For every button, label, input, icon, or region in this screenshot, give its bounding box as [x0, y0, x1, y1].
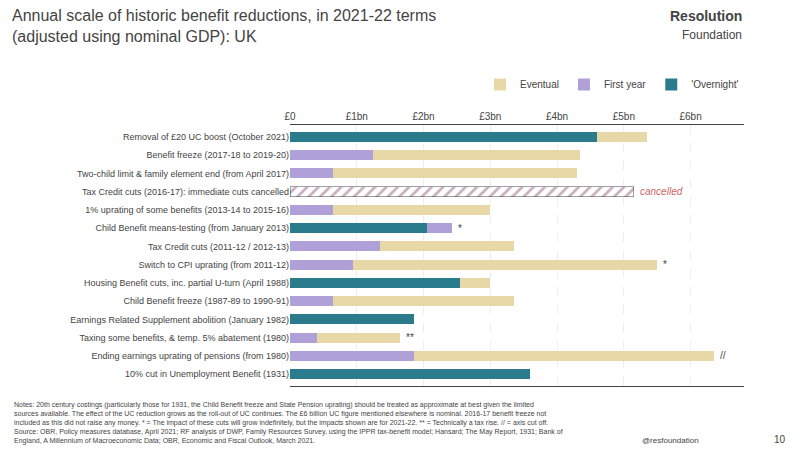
svg-text:Tax Credit cuts (2016-17): imm: Tax Credit cuts (2016-17): immediate cut… — [82, 187, 289, 197]
svg-text:Resolution: Resolution — [670, 8, 742, 24]
svg-text:Removal of £20 UC boost (Octob: Removal of £20 UC boost (October 2021) — [123, 132, 289, 142]
svg-text:Housing Benefit cuts, inc. par: Housing Benefit cuts, inc. partial U-tur… — [84, 278, 289, 288]
svg-text:*: * — [663, 259, 667, 270]
svg-text:Eventual: Eventual — [520, 79, 559, 90]
svg-text:cancelled: cancelled — [640, 186, 683, 197]
svg-text:Ending earnings uprating of pe: Ending earnings uprating of pensions (fr… — [91, 351, 289, 361]
svg-text:**: ** — [406, 332, 414, 343]
svg-text:£6bn: £6bn — [679, 111, 701, 122]
svg-text:£5bn: £5bn — [613, 111, 635, 122]
svg-text:First year: First year — [604, 79, 646, 90]
svg-text:Earnings Related Supplement ab: Earnings Related Supplement abolition (J… — [70, 315, 289, 325]
svg-text:Taxing some benefits, & temp.: Taxing some benefits, & temp. 5% abateme… — [79, 333, 289, 343]
svg-text:Foundation: Foundation — [682, 28, 742, 42]
svg-text:Two-child limit & family eleme: Two-child limit & family element end (fr… — [77, 169, 289, 179]
svg-text:'Overnight': 'Overnight' — [691, 79, 738, 90]
svg-text:£3bn: £3bn — [479, 111, 501, 122]
svg-text:*: * — [458, 223, 462, 234]
svg-text:Child Benefit freeze (1987-89: Child Benefit freeze (1987-89 to 1990-91… — [123, 296, 289, 306]
svg-text:£1bn: £1bn — [346, 111, 368, 122]
svg-text:@resfoundation: @resfoundation — [642, 436, 699, 445]
svg-text://: // — [720, 350, 726, 361]
svg-text:10: 10 — [774, 434, 786, 445]
svg-text:Benefit freeze (2017-18 to 201: Benefit freeze (2017-18 to 2019-20) — [146, 150, 289, 160]
svg-text:Tax Credit cuts (2011-12 / 201: Tax Credit cuts (2011-12 / 2012-13) — [148, 242, 289, 252]
svg-text:Child Benefit means-testing (f: Child Benefit means-testing (from Januar… — [95, 223, 289, 233]
svg-text:Annual scale of historic benef: Annual scale of historic benefit reducti… — [12, 7, 436, 45]
svg-text:£4bn: £4bn — [546, 111, 568, 122]
svg-text:10% cut in Unemployment Benefi: 10% cut in Unemployment Benefit (1931) — [125, 369, 289, 379]
svg-text:1% uprating of some benefits (: 1% uprating of some benefits (2013-14 to… — [85, 205, 289, 215]
svg-text:Notes: 20th century costings (: Notes: 20th century costings (particular… — [14, 401, 563, 445]
svg-text:Switch to CPI uprating (from 2: Switch to CPI uprating (from 2011-12) — [139, 260, 289, 270]
svg-text:£2bn: £2bn — [412, 111, 434, 122]
svg-text:£0: £0 — [284, 111, 296, 122]
